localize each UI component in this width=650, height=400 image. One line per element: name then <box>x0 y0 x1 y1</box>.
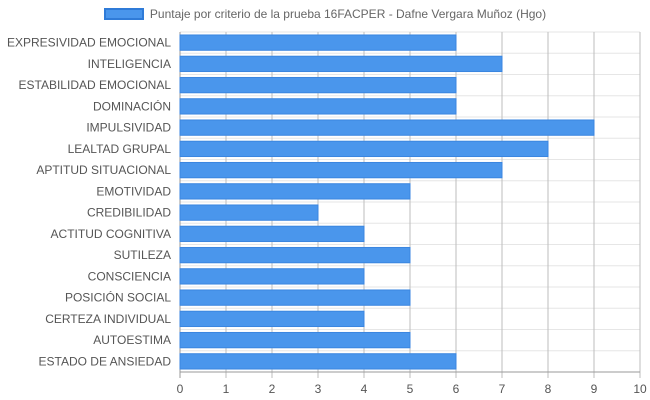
bar <box>179 268 365 285</box>
bar <box>179 353 457 370</box>
category-label: ESTABILIDAD EMOCIONAL <box>19 78 172 92</box>
x-tick-label: 8 <box>545 382 552 396</box>
bar <box>179 331 411 349</box>
bar <box>179 76 457 94</box>
category-label: POSICIÓN SOCIAL <box>65 290 171 305</box>
x-tick-label: 0 <box>177 382 184 396</box>
bar <box>179 161 503 179</box>
category-label: CERTEZA INDIVIDUAL <box>45 312 171 326</box>
category-label: EMOTIVIDAD <box>96 184 171 198</box>
bar <box>179 246 411 264</box>
legend[interactable]: Puntaje por criterio de la prueba 16FACP… <box>0 7 650 21</box>
category-label: IMPULSIVIDAD <box>86 121 171 135</box>
bar <box>179 119 595 136</box>
category-label: ACTITUD COGNITIVA <box>51 227 171 241</box>
x-tick-label: 9 <box>591 382 598 396</box>
category-label: SUTILEZA <box>114 248 171 262</box>
category-label: APTITUD SITUACIONAL <box>36 163 171 177</box>
legend-swatch <box>103 8 144 20</box>
category-label: ESTADO DE ANSIEDAD <box>39 354 172 368</box>
bar <box>179 225 365 243</box>
bar <box>179 98 457 115</box>
bar <box>179 183 411 200</box>
bar <box>179 204 319 221</box>
x-tick-label: 2 <box>269 382 276 396</box>
category-label: DOMINACIÓN <box>93 98 171 113</box>
legend-label: Puntaje por criterio de la prueba 16FACP… <box>149 7 547 21</box>
category-label: INTELIGENCIA <box>88 57 171 71</box>
bar <box>179 34 457 51</box>
x-tick-label: 3 <box>315 382 322 396</box>
x-tick-label: 5 <box>407 382 414 396</box>
x-tick-label: 1 <box>223 382 230 396</box>
bar <box>179 310 365 328</box>
bar <box>179 140 549 158</box>
category-label: EXPRESIVIDAD EMOCIONAL <box>7 36 171 50</box>
bar <box>179 55 503 73</box>
category-label: LEALTAD GRUPAL <box>68 142 172 156</box>
x-tick-label: 6 <box>453 382 460 396</box>
x-tick-label: 4 <box>361 382 368 396</box>
category-label: AUTOESTIMA <box>93 333 171 347</box>
x-tick-label: 10 <box>633 382 647 396</box>
category-label: CREDIBILIDAD <box>87 206 171 220</box>
x-tick-label: 7 <box>499 382 506 396</box>
bar <box>179 289 411 306</box>
category-label: CONSCIENCIA <box>88 269 171 283</box>
